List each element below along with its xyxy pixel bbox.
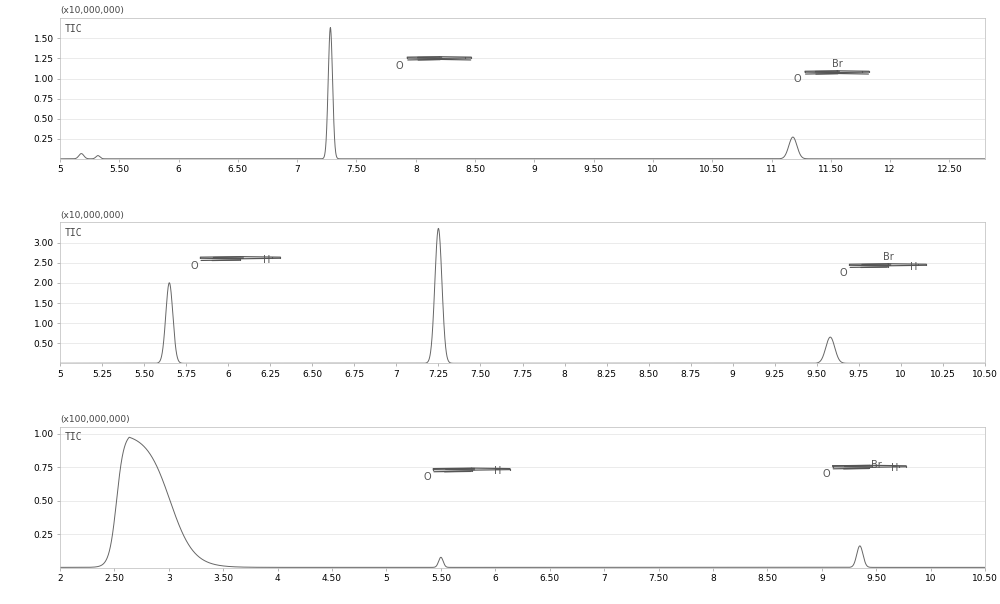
Text: TIC: TIC bbox=[65, 432, 82, 443]
Text: O: O bbox=[191, 261, 198, 271]
Text: O: O bbox=[840, 268, 847, 278]
Text: (x10,000,000): (x10,000,000) bbox=[60, 6, 124, 15]
Text: H: H bbox=[910, 262, 917, 272]
Text: O: O bbox=[793, 74, 801, 85]
Text: O: O bbox=[423, 472, 431, 482]
Text: H: H bbox=[891, 463, 898, 474]
Text: TIC: TIC bbox=[65, 228, 82, 238]
Text: (x100,000,000): (x100,000,000) bbox=[60, 415, 130, 424]
Text: O: O bbox=[396, 60, 403, 71]
Text: Br: Br bbox=[871, 460, 882, 471]
Text: H: H bbox=[264, 255, 271, 265]
Text: TIC: TIC bbox=[65, 24, 82, 34]
Text: (x10,000,000): (x10,000,000) bbox=[60, 211, 124, 220]
Text: O: O bbox=[823, 469, 830, 479]
Text: Br: Br bbox=[832, 59, 842, 69]
Text: Br: Br bbox=[883, 252, 893, 262]
Text: H: H bbox=[494, 466, 501, 477]
